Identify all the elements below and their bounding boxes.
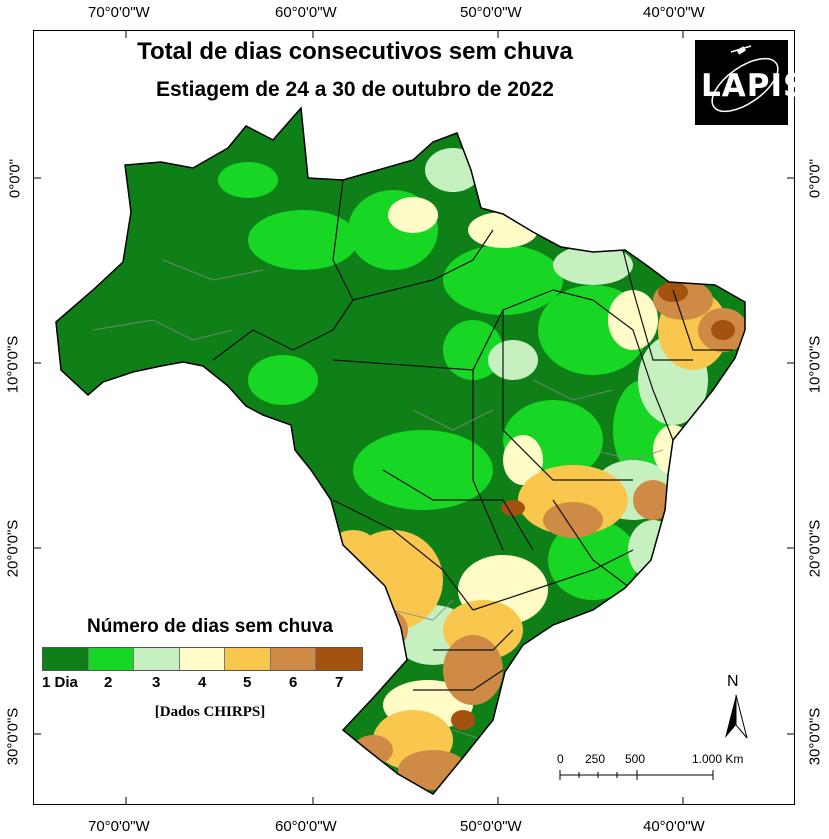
legend-title: Número de dias sem chuva: [86, 616, 334, 637]
legend-label-5: 5: [243, 674, 252, 691]
class-7-areas: [451, 282, 735, 730]
scale-label-0: 0: [557, 752, 564, 766]
lat-label-left-10s: 10°0'0"S: [4, 335, 22, 394]
state-boundaries: [212, 179, 733, 691]
legend-swatch-3: [134, 648, 180, 670]
legend-label-4: 4: [198, 674, 207, 691]
municipal-boundaries: [92, 259, 664, 741]
lon-label-top-60w: 60°0'0"W: [275, 4, 337, 21]
class-2-areas: [218, 162, 673, 600]
legend-swatch-7: [316, 648, 362, 670]
north-arrow-icon: [725, 694, 748, 739]
lon-label-top-40w: 40°0'0"W: [643, 4, 705, 21]
lon-label-bottom-70w: 70°0'0"W: [88, 818, 150, 835]
legend-swatch-6: [270, 648, 316, 670]
lat-label-right-30s: 30°0'0"S: [806, 707, 824, 766]
brazil-outline: [55, 106, 746, 795]
north-label: N: [727, 673, 739, 690]
scale-label-1000: 1.000 Km: [692, 752, 744, 766]
legend-label-2: 2: [104, 674, 113, 691]
legend-color-bar: [42, 647, 363, 671]
lat-label-left-30s: 30°0'0"S: [4, 707, 22, 766]
map-subtitle: Estiagem de 24 a 30 de outubro de 2022: [156, 78, 554, 101]
lat-label-right-0: 0°0'0": [806, 158, 824, 199]
lon-label-bottom-60w: 60°0'0"W: [275, 818, 337, 835]
map-title: Total de dias consecutivos sem chuva: [137, 38, 573, 65]
lon-label-top-70w: 70°0'0"W: [88, 4, 150, 21]
scale-label-250: 250: [585, 752, 606, 766]
legend-swatch-1: [43, 648, 89, 670]
logo-text: LAPIS: [701, 68, 807, 104]
satellite-icon: [711, 45, 779, 113]
lon-label-bottom-50w: 50°0'0"W: [460, 818, 522, 835]
legend-label-3: 3: [152, 674, 161, 691]
lat-label-left-20s: 20°0'0"S: [4, 519, 22, 578]
scale-label-500: 500: [625, 752, 646, 766]
legend-label-1: 1 Dia: [42, 674, 78, 691]
legend-label-7: 7: [335, 674, 344, 691]
legend-swatch-4: [179, 648, 225, 670]
legend-swatch-5: [225, 648, 271, 670]
lon-label-top-50w: 50°0'0"W: [460, 4, 522, 21]
data-source-label: [Dados CHIRPS]: [154, 704, 266, 720]
legend-swatch-2: [88, 648, 134, 670]
lat-label-left-0: 0°0'0": [6, 158, 24, 199]
lapis-logo: LAPIS: [695, 40, 805, 125]
scale-bar: [559, 770, 714, 780]
lat-label-right-20s: 20°0'0"S: [806, 519, 824, 578]
lat-label-right-10s: 10°0'0"S: [806, 335, 824, 394]
legend-label-6: 6: [289, 674, 298, 691]
brazil-map: [33, 30, 795, 805]
lon-label-bottom-40w: 40°0'0"W: [643, 818, 705, 835]
graticule-ticks: [33, 30, 795, 805]
